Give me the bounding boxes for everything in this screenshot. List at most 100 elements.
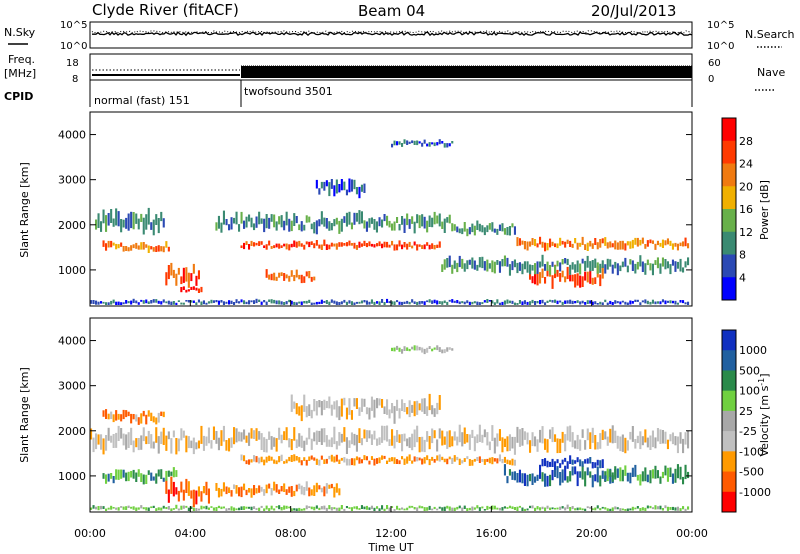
colorbar-tick-label: 20 <box>739 180 753 193</box>
heatmap-cell <box>556 466 559 479</box>
heatmap-cell <box>215 431 218 444</box>
heatmap-band <box>265 269 316 284</box>
heatmap-cell <box>393 347 396 352</box>
heatmap-cell <box>546 243 549 251</box>
heatmap-cell <box>521 263 524 275</box>
colorbar-swatch <box>722 491 736 513</box>
heatmap-cell <box>308 216 311 223</box>
heatmap-cell <box>441 456 444 461</box>
heatmap-cell <box>591 427 594 443</box>
heatmap-cell <box>684 508 687 511</box>
heatmap-cell <box>373 458 376 466</box>
heatmap-cell <box>676 464 679 479</box>
heatmap-cell <box>531 432 534 447</box>
heatmap-cell <box>619 436 622 452</box>
heatmap-cell <box>431 243 434 249</box>
heatmap-cell <box>609 469 612 477</box>
heatmap-cell <box>403 301 406 304</box>
heatmap-cell <box>165 507 168 510</box>
heatmap-cell <box>579 439 582 451</box>
heatmap-cell <box>303 301 306 304</box>
heatmap-cell <box>569 264 572 275</box>
heatmap-cell <box>576 457 579 463</box>
heatmap-cell <box>370 217 373 224</box>
heatmap-cell <box>318 400 321 408</box>
heatmap-cell <box>644 467 647 482</box>
heatmap-cell <box>534 273 537 285</box>
heatmap-cell <box>115 507 118 510</box>
heatmap-cell <box>130 506 133 509</box>
heatmap-cell <box>107 413 110 420</box>
heatmap-cell <box>549 474 552 487</box>
heatmap-cell <box>130 300 133 305</box>
heatmap-band <box>180 286 203 293</box>
heatmap-cell <box>411 216 414 224</box>
heatmap-cell <box>473 301 476 304</box>
heatmap-cell <box>594 277 597 284</box>
heatmap-cell <box>147 410 150 417</box>
heatmap-cell <box>182 286 185 290</box>
heatmap-cell <box>127 411 130 417</box>
heatmap-cell <box>556 507 559 510</box>
heatmap-cell <box>343 457 346 463</box>
heatmap-cell <box>373 430 376 440</box>
heatmap-cell <box>335 243 338 250</box>
heatmap-cell <box>182 302 185 305</box>
heatmap-cell <box>325 300 328 304</box>
heatmap-cell <box>338 242 341 247</box>
heatmap-cell <box>340 242 343 247</box>
heatmap-cell <box>170 476 173 494</box>
heatmap-cell <box>343 216 346 223</box>
heatmap-cell <box>323 239 326 246</box>
heatmap-cell <box>130 413 133 424</box>
heatmap-cell <box>270 456 273 461</box>
heatmap-cell <box>330 299 333 303</box>
cpid-mode-twofsound: twofsound 3501 <box>244 85 333 98</box>
heatmap-cell <box>651 507 654 510</box>
heatmap-band <box>165 262 200 288</box>
heatmap-cell <box>624 301 627 305</box>
heatmap-cell <box>157 300 160 304</box>
heatmap-cell <box>127 247 130 252</box>
heatmap-cell <box>250 217 253 228</box>
heatmap-cell <box>428 215 431 227</box>
heatmap-cell <box>599 475 602 487</box>
heatmap-cell <box>313 506 316 511</box>
heatmap-cell <box>155 427 158 443</box>
heatmap-cell <box>298 224 301 231</box>
heatmap-cell <box>403 242 406 248</box>
heatmap-cell <box>664 259 667 270</box>
heatmap-cell <box>666 439 669 450</box>
heatmap-cell <box>200 301 203 305</box>
heatmap-cell <box>255 488 258 494</box>
heatmap-cell <box>320 487 323 493</box>
heatmap-cell <box>554 461 557 470</box>
heatmap-cell <box>300 435 303 448</box>
heatmap-cell <box>295 241 298 248</box>
heatmap-cell <box>508 300 511 304</box>
heatmap-cell <box>453 224 456 231</box>
heatmap-cell <box>355 301 358 304</box>
heatmap-cell <box>202 506 205 509</box>
heatmap-cell <box>386 215 389 226</box>
heatmap-cell <box>636 261 639 270</box>
heatmap-cell <box>288 486 291 493</box>
heatmap-cell <box>411 299 414 303</box>
heatmap-cell <box>629 431 632 440</box>
heatmap-cell <box>398 434 401 443</box>
heatmap-cell <box>102 438 105 455</box>
heatmap-cell <box>192 286 195 290</box>
heatmap-cell <box>260 218 263 224</box>
colorbar-tick-label: 100 <box>739 385 760 398</box>
heatmap-cell <box>446 431 449 449</box>
heatmap-cell <box>248 300 251 305</box>
heatmap-cell <box>343 181 346 191</box>
colorbar-swatch <box>722 118 736 142</box>
heatmap-cell <box>330 507 333 511</box>
heatmap-cell <box>343 299 346 303</box>
heatmap-cell <box>433 245 436 250</box>
heatmap-cell <box>624 243 627 251</box>
heatmap-cell <box>679 242 682 247</box>
heatmap-cell <box>348 178 351 193</box>
heatmap-cell <box>348 398 351 415</box>
